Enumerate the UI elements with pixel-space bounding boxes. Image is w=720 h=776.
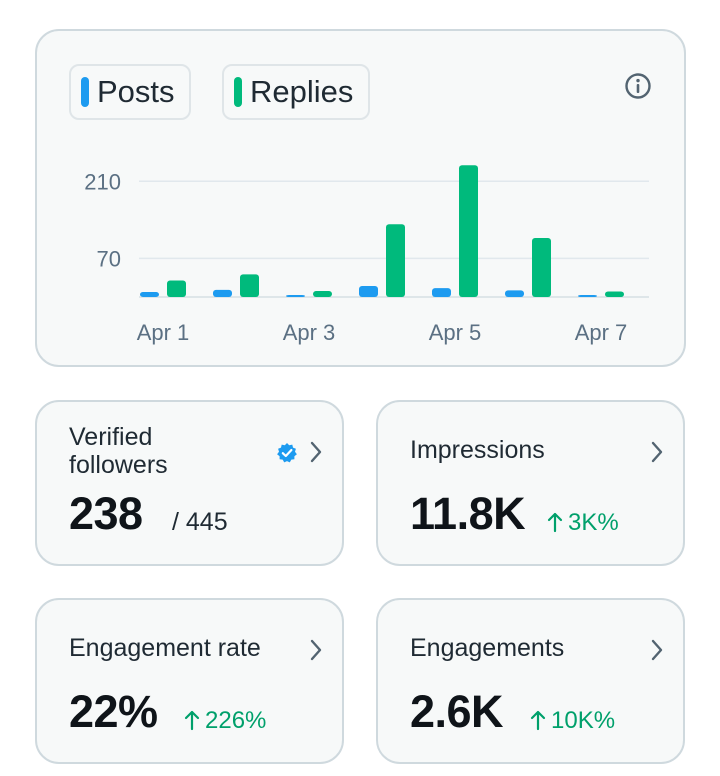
bar-posts-apr-7[interactable] (578, 295, 597, 297)
x-tick-label: Apr 7 (575, 320, 628, 345)
chevron-right-icon (310, 639, 322, 661)
engagement-rate-title: Engagement rate (69, 634, 261, 662)
bar-posts-apr-6[interactable] (505, 290, 524, 297)
y-tick-label: 210 (84, 169, 121, 194)
legend-replies-label: Replies (250, 74, 354, 109)
legend-posts-label: Posts (97, 74, 175, 109)
bar-posts-apr-4[interactable] (359, 285, 378, 297)
chevron-right-icon (651, 639, 663, 661)
impressions-card[interactable]: Impressions 11.8K 3K% (376, 400, 685, 566)
bar-posts-apr-1[interactable] (140, 292, 159, 297)
replies-swatch (234, 77, 242, 107)
impressions-change: 3K% (568, 509, 619, 536)
arrow-up-icon (547, 512, 563, 533)
bar-replies-apr-5[interactable] (459, 165, 478, 297)
engagements-card[interactable]: Engagements 2.6K 10K% (376, 598, 685, 764)
bar-posts-apr-2[interactable] (213, 289, 232, 297)
impressions-title: Impressions (410, 436, 545, 464)
x-tick-label: Apr 5 (429, 320, 482, 345)
bar-replies-apr-1[interactable] (167, 280, 186, 297)
info-icon[interactable] (624, 72, 652, 100)
verified-followers-value: 238 (69, 488, 143, 539)
engagement-rate-change: 226% (205, 707, 267, 734)
verified-followers-title: Verified followers (69, 423, 168, 479)
engagements-change: 10K% (551, 707, 616, 734)
x-tick-label: Apr 1 (137, 320, 190, 345)
chevron-right-icon (310, 441, 322, 463)
bar-replies-apr-2[interactable] (240, 274, 259, 297)
bar-posts-apr-3[interactable] (286, 295, 305, 297)
bar-replies-apr-6[interactable] (532, 238, 551, 297)
posts-swatch (81, 77, 89, 107)
engagements-value: 2.6K (410, 686, 504, 737)
x-tick-label: Apr 3 (283, 320, 336, 345)
arrow-up-icon (184, 710, 200, 731)
y-tick-label: 70 (97, 246, 121, 271)
engagement-rate-card[interactable]: Engagement rate 22% 226% (35, 598, 344, 764)
chart-card: 70 210 Apr 1 Apr 3 Apr 5 Apr 7 Posts Replies (35, 29, 686, 367)
verified-badge-icon (277, 443, 297, 463)
engagement-rate-value: 22% (69, 686, 158, 737)
verified-followers-total: / 445 (172, 508, 228, 536)
engagements-title: Engagements (410, 634, 565, 662)
bar-replies-apr-7[interactable] (605, 291, 624, 297)
legend-replies[interactable]: Replies (222, 64, 370, 120)
bar-replies-apr-3[interactable] (313, 290, 332, 297)
chevron-right-icon (651, 441, 663, 463)
legend-posts[interactable]: Posts (69, 64, 191, 120)
impressions-value: 11.8K (410, 488, 526, 539)
verified-followers-card[interactable]: Verified followers 238 / 445 (35, 400, 344, 566)
bar-posts-apr-5[interactable] (432, 288, 451, 297)
bar-replies-apr-4[interactable] (386, 224, 405, 297)
arrow-up-icon (530, 710, 546, 731)
bar-chart: 70 210 Apr 1 Apr 3 Apr 5 Apr 7 (84, 165, 649, 345)
